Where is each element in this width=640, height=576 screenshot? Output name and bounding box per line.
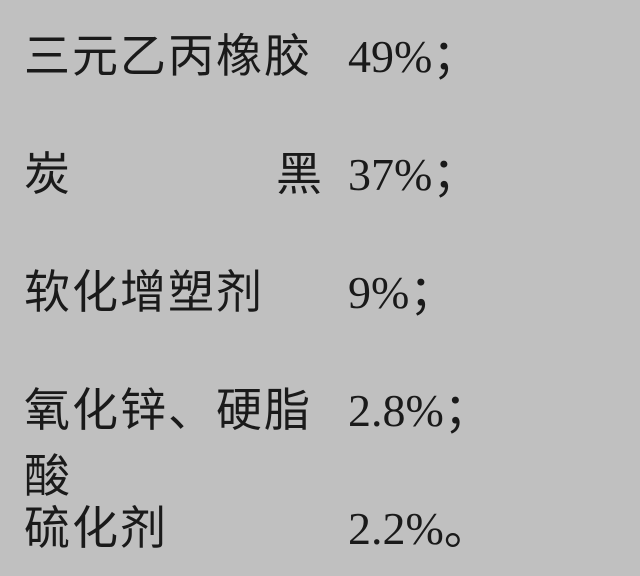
percentage-value: 2.2%。 <box>348 492 490 558</box>
percentage-value: 49%； <box>348 20 478 86</box>
percentage-value: 2.8%； <box>348 374 490 440</box>
table-row: 三元乙丙橡胶 49%； <box>24 20 616 80</box>
table-row: 软化增塑剂 9%； <box>24 256 616 316</box>
ingredient-label: 氧化锌、硬脂酸 <box>24 374 324 506</box>
table-row: 硫化剂 2.2%。 <box>24 492 616 552</box>
ingredient-label: 炭黑 <box>24 138 324 204</box>
table-row: 氧化锌、硬脂酸 2.8%； <box>24 374 616 434</box>
ingredient-label: 软化增塑剂 <box>24 256 324 322</box>
percentage-value: 37%； <box>348 138 478 204</box>
ingredient-label: 三元乙丙橡胶 <box>24 20 324 86</box>
table-row: 炭黑 37%； <box>24 138 616 198</box>
percentage-value: 9%； <box>348 256 455 322</box>
ingredient-label: 硫化剂 <box>24 492 324 558</box>
